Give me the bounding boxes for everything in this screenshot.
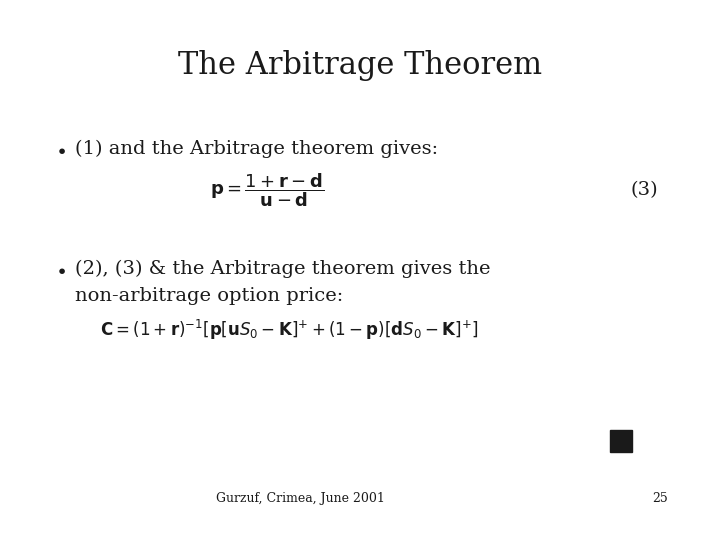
Text: The Arbitrage Theorem: The Arbitrage Theorem <box>178 50 542 81</box>
Text: $\mathbf{C} = (1+\mathbf{r})^{-1}\left[\mathbf{p}[\mathbf{u}S_0 - \mathbf{K}]^{+: $\mathbf{C} = (1+\mathbf{r})^{-1}\left[\… <box>100 318 478 342</box>
Text: (1) and the Arbitrage theorem gives:: (1) and the Arbitrage theorem gives: <box>75 140 438 158</box>
Text: Gurzuf, Crimea, June 2001: Gurzuf, Crimea, June 2001 <box>215 492 384 505</box>
Bar <box>610 430 632 452</box>
Text: $\mathbf{p} = \dfrac{1+\mathbf{r}-\mathbf{d}}{\mathbf{u}-\mathbf{d}}$: $\mathbf{p} = \dfrac{1+\mathbf{r}-\mathb… <box>210 171 325 209</box>
Text: $\bullet$: $\bullet$ <box>55 140 66 159</box>
Text: (2), (3) & the Arbitrage theorem gives the: (2), (3) & the Arbitrage theorem gives t… <box>75 260 490 278</box>
Text: 25: 25 <box>652 492 668 505</box>
Text: non-arbitrage option price:: non-arbitrage option price: <box>75 287 343 305</box>
Text: (3): (3) <box>630 181 657 199</box>
Text: $\bullet$: $\bullet$ <box>55 260 66 279</box>
